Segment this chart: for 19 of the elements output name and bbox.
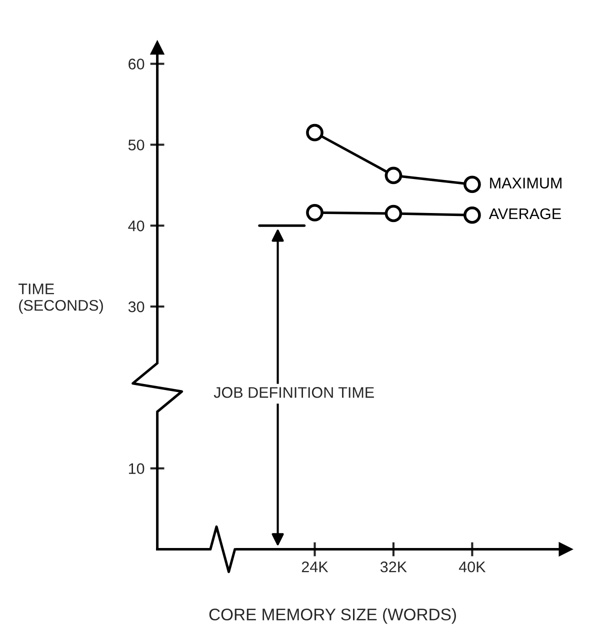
point	[464, 206, 481, 224]
point	[384, 204, 402, 222]
point	[306, 204, 324, 222]
x-tick-label: 40K	[458, 561, 486, 572]
x-tick-label: 32K	[380, 561, 407, 572]
y-axis-title: TIME (SECONDS)	[18, 284, 103, 314]
annotation: JOB DEFINITION TIME	[214, 387, 374, 398]
y-tick-label: 40	[128, 220, 144, 232]
y-tick-label: 60	[128, 58, 144, 70]
x-axis-title: CORE MEMORY SIZE (WORDS)	[209, 608, 456, 624]
point	[306, 124, 324, 142]
x-tick-label: 24K	[302, 561, 328, 572]
series-label: MAXIMUM	[490, 178, 562, 188]
y-tick-label: 30	[128, 301, 144, 312]
series-label: AVERAGE	[488, 208, 561, 220]
y-tick-label: 10	[128, 463, 144, 474]
y-tick-label: 50	[128, 140, 144, 150]
point	[384, 166, 402, 184]
point	[464, 176, 481, 194]
